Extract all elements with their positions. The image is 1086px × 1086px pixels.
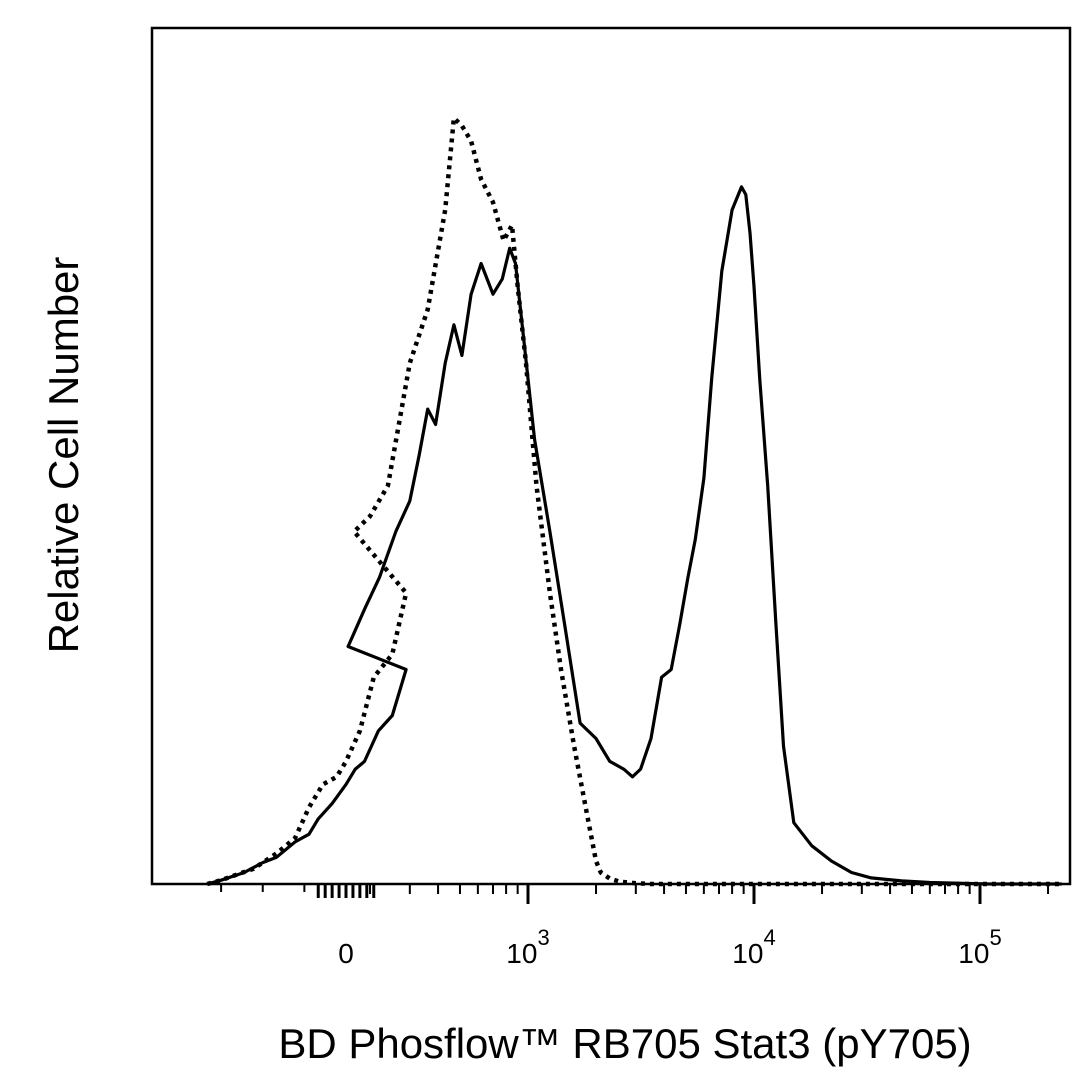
x-tick-label: 105 — [958, 925, 1001, 969]
x-tick-label: 0 — [338, 938, 354, 969]
x-axis-label: BD Phosflow™ RB705 Stat3 (pY705) — [278, 1020, 971, 1067]
x-tick-exponent: 3 — [537, 925, 549, 950]
x-axis-ticks — [220, 884, 1050, 904]
y-axis-label: Relative Cell Number — [40, 257, 87, 654]
histogram-series — [206, 115, 1062, 887]
series-line-dotted — [206, 115, 1062, 887]
x-tick-exponent: 4 — [763, 925, 775, 950]
x-tick-exponent: 5 — [989, 925, 1001, 950]
x-axis-tick-labels: 0 103 104 105 — [338, 925, 1001, 969]
series-line-solid — [206, 185, 1062, 886]
x-tick-label: 103 — [506, 925, 549, 969]
x-tick-label: 104 — [732, 925, 775, 969]
plot-frame — [150, 26, 1072, 886]
